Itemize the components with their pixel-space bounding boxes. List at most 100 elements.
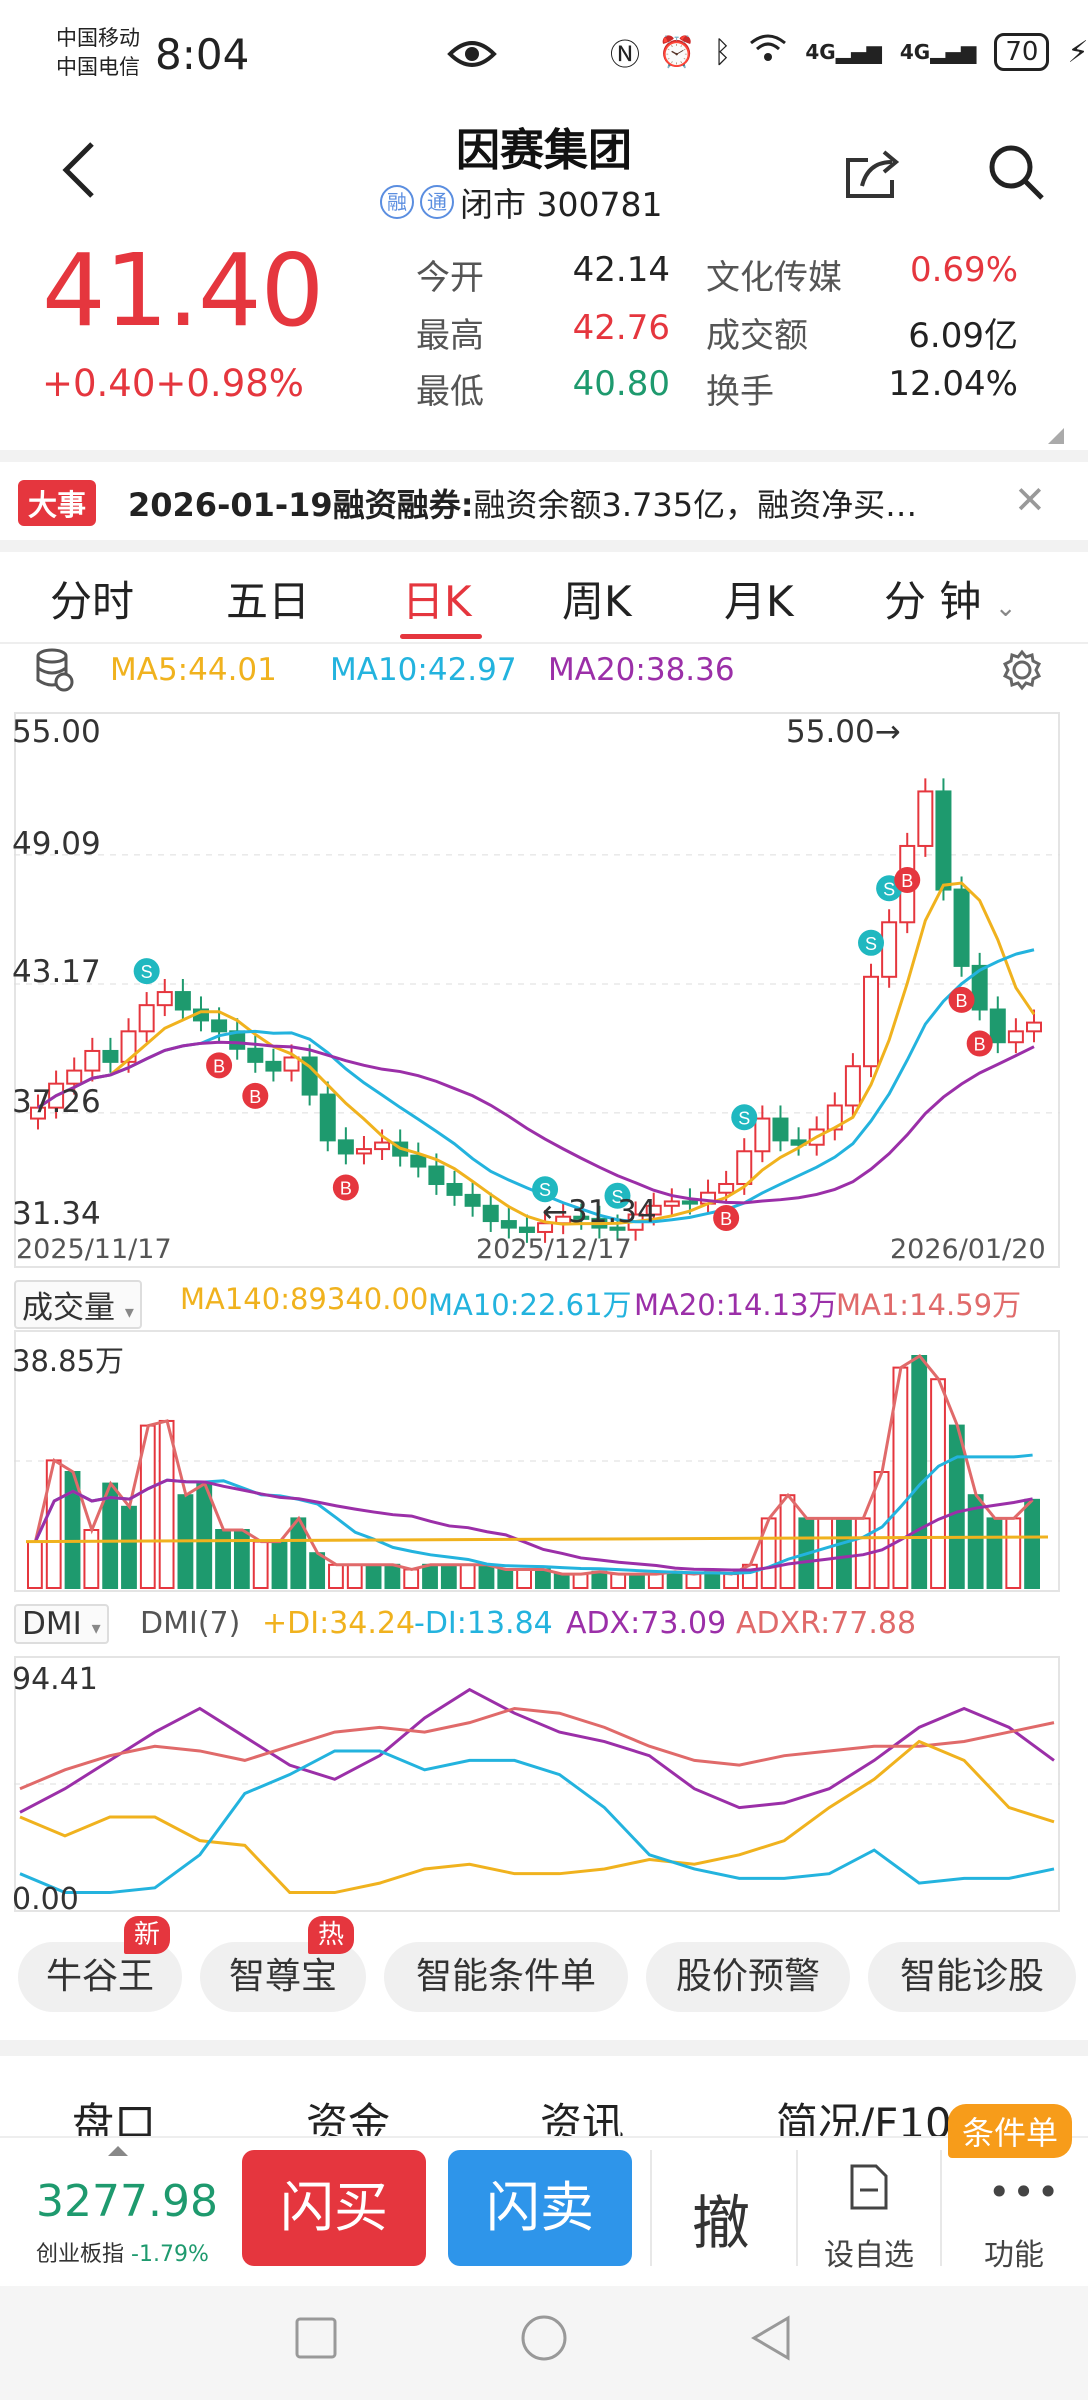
tab-weekly-k[interactable]: 周K [562, 577, 632, 626]
nfc-icon: Ⓝ [610, 38, 640, 73]
condition-order-tag[interactable]: 条件单 [948, 2104, 1073, 2158]
volume-bar [196, 1482, 213, 1590]
candle-body [174, 991, 191, 1011]
volume-bar [516, 1568, 532, 1590]
caret-up-icon[interactable] [108, 2146, 128, 2156]
volume-bar [384, 1563, 401, 1590]
back-icon[interactable] [60, 140, 100, 200]
open-value: 42.14 [572, 250, 670, 290]
volume-bar [1024, 1498, 1040, 1589]
signal-marker-label: B [974, 1035, 986, 1055]
volume-bar [1005, 1517, 1022, 1589]
tool-smart-order[interactable]: 智能条件单 [384, 1942, 628, 2012]
home-icon[interactable] [520, 2314, 568, 2362]
candle-body [283, 1056, 300, 1072]
dmi-adxr-label: ADXR:77.88 [736, 1606, 917, 1641]
candle-body [681, 1200, 698, 1205]
dmi-name: DMI(7) [140, 1606, 241, 1641]
status-icons: Ⓝ ⏰ ᛒ 4G▂▄▆ 4G▂▄▆ 70 ⚡ [610, 30, 1088, 74]
sector-label[interactable]: 文化传媒 [706, 258, 842, 298]
search-icon[interactable] [986, 142, 1046, 202]
tab-daily-k[interactable]: 日K [402, 577, 472, 626]
signal-marker-label: B [340, 1178, 352, 1198]
cancel-order-button[interactable]: 撤 [692, 2189, 751, 2257]
add-watchlist-button[interactable]: 设自选 [824, 2238, 914, 2273]
database-icon[interactable] [34, 648, 74, 692]
flash-buy-button[interactable]: 闪买 [242, 2150, 426, 2266]
tab-intraday[interactable]: 分时 [50, 577, 135, 626]
eye-icon [447, 41, 497, 67]
high-label: 最高 [416, 316, 484, 356]
candle-body [609, 1226, 626, 1231]
candle-body [1026, 1021, 1042, 1033]
signal-marker [133, 958, 160, 985]
back-nav-icon[interactable] [748, 2314, 792, 2362]
watchlist-icon[interactable] [846, 2162, 890, 2212]
dmi-min-label: 0.00 [12, 1882, 79, 1917]
y-label-1: 55.00 [12, 714, 101, 750]
period-tabs: 分时 五日 日K 周K 月K 分 钟 ⌄ [0, 560, 1088, 640]
vol-ma20-label: MA20:14.13万 [634, 1288, 838, 1322]
volume-bar [723, 1573, 739, 1590]
signal-icon-2: 4G▂▄▆ [899, 40, 977, 64]
dmi-selector[interactable]: DMI ▾ [14, 1604, 109, 1644]
volume-bar [459, 1563, 476, 1590]
volume-bar [27, 1540, 43, 1590]
chevron-down-icon: ▾ [91, 1618, 101, 1639]
recents-icon[interactable] [294, 2316, 338, 2360]
more-icon[interactable]: ••• [988, 2170, 1062, 2214]
candle-body [301, 1056, 318, 1096]
function-button[interactable]: 功能 [984, 2238, 1044, 2273]
tab-five-day[interactable]: 五日 [226, 577, 311, 626]
signal-marker-label: B [956, 991, 968, 1011]
candle-body [355, 1148, 372, 1155]
volume-bar [478, 1563, 495, 1590]
signal-marker-label: S [865, 934, 877, 954]
volume-bar [365, 1563, 382, 1590]
divider [0, 450, 1088, 462]
volume-bar [535, 1568, 551, 1590]
divider [796, 2150, 798, 2266]
candle-body [446, 1182, 463, 1196]
dmi-mdi-line [19, 1749, 1055, 1895]
low-label: 最低 [416, 372, 484, 412]
ma10-label: MA10:42.97 [330, 652, 517, 688]
candle-body [573, 1215, 590, 1220]
close-icon[interactable]: ✕ [1014, 478, 1046, 522]
tab-monthly-k[interactable]: 月K [724, 577, 794, 626]
index-value[interactable]: 3277.98 [36, 2176, 218, 2227]
tool-smart-diagnosis[interactable]: 智能诊股 [868, 1942, 1076, 2012]
volume-bar [817, 1517, 834, 1589]
charging-icon: ⚡ [1067, 34, 1088, 70]
tool-price-alert[interactable]: 股价预警 [646, 1942, 850, 2012]
price-change: +0.40+0.98% [42, 362, 304, 405]
dmi-adx-label: ADX:73.09 [566, 1606, 727, 1641]
volume-selector[interactable]: 成交量 ▾ [14, 1280, 142, 1329]
signal-marker [948, 986, 975, 1013]
tab-minute[interactable]: 分 钟 ⌄ [884, 577, 1017, 626]
news-ticker[interactable]: 2026-01-19融资融券:融资余额3.735亿，融资净买… [128, 486, 918, 524]
signal-marker-label: S [883, 879, 895, 899]
dmi-pdi-label: +DI:34.24 [262, 1606, 416, 1641]
hot-badge: 热 [308, 1916, 355, 1954]
volume-bar [309, 1552, 326, 1589]
carrier-2: 中国电信 [56, 55, 140, 79]
flash-sell-button[interactable]: 闪卖 [448, 2150, 632, 2266]
candle-body [971, 964, 988, 1011]
signal-marker-label: S [141, 962, 153, 982]
signal-marker [532, 1176, 559, 1203]
amount-value: 6.09亿 [908, 316, 1018, 356]
tool-niuguwang[interactable]: 牛谷王 [18, 1942, 182, 2012]
index-name: 创业板指 -1.79% [36, 2242, 209, 2267]
kline-chart[interactable] [14, 712, 1060, 1268]
gear-icon[interactable] [1000, 648, 1044, 692]
vol-ma1-line [33, 1354, 1034, 1576]
y-label-5: 31.34 [12, 1196, 101, 1232]
bluetooth-icon: ᛒ [713, 34, 732, 70]
divider [650, 2150, 652, 2266]
candle-body [772, 1117, 789, 1142]
signal-marker [713, 1204, 740, 1231]
expand-corner-icon[interactable] [1048, 428, 1064, 444]
share-icon[interactable] [842, 146, 904, 202]
candle-body [754, 1117, 771, 1153]
